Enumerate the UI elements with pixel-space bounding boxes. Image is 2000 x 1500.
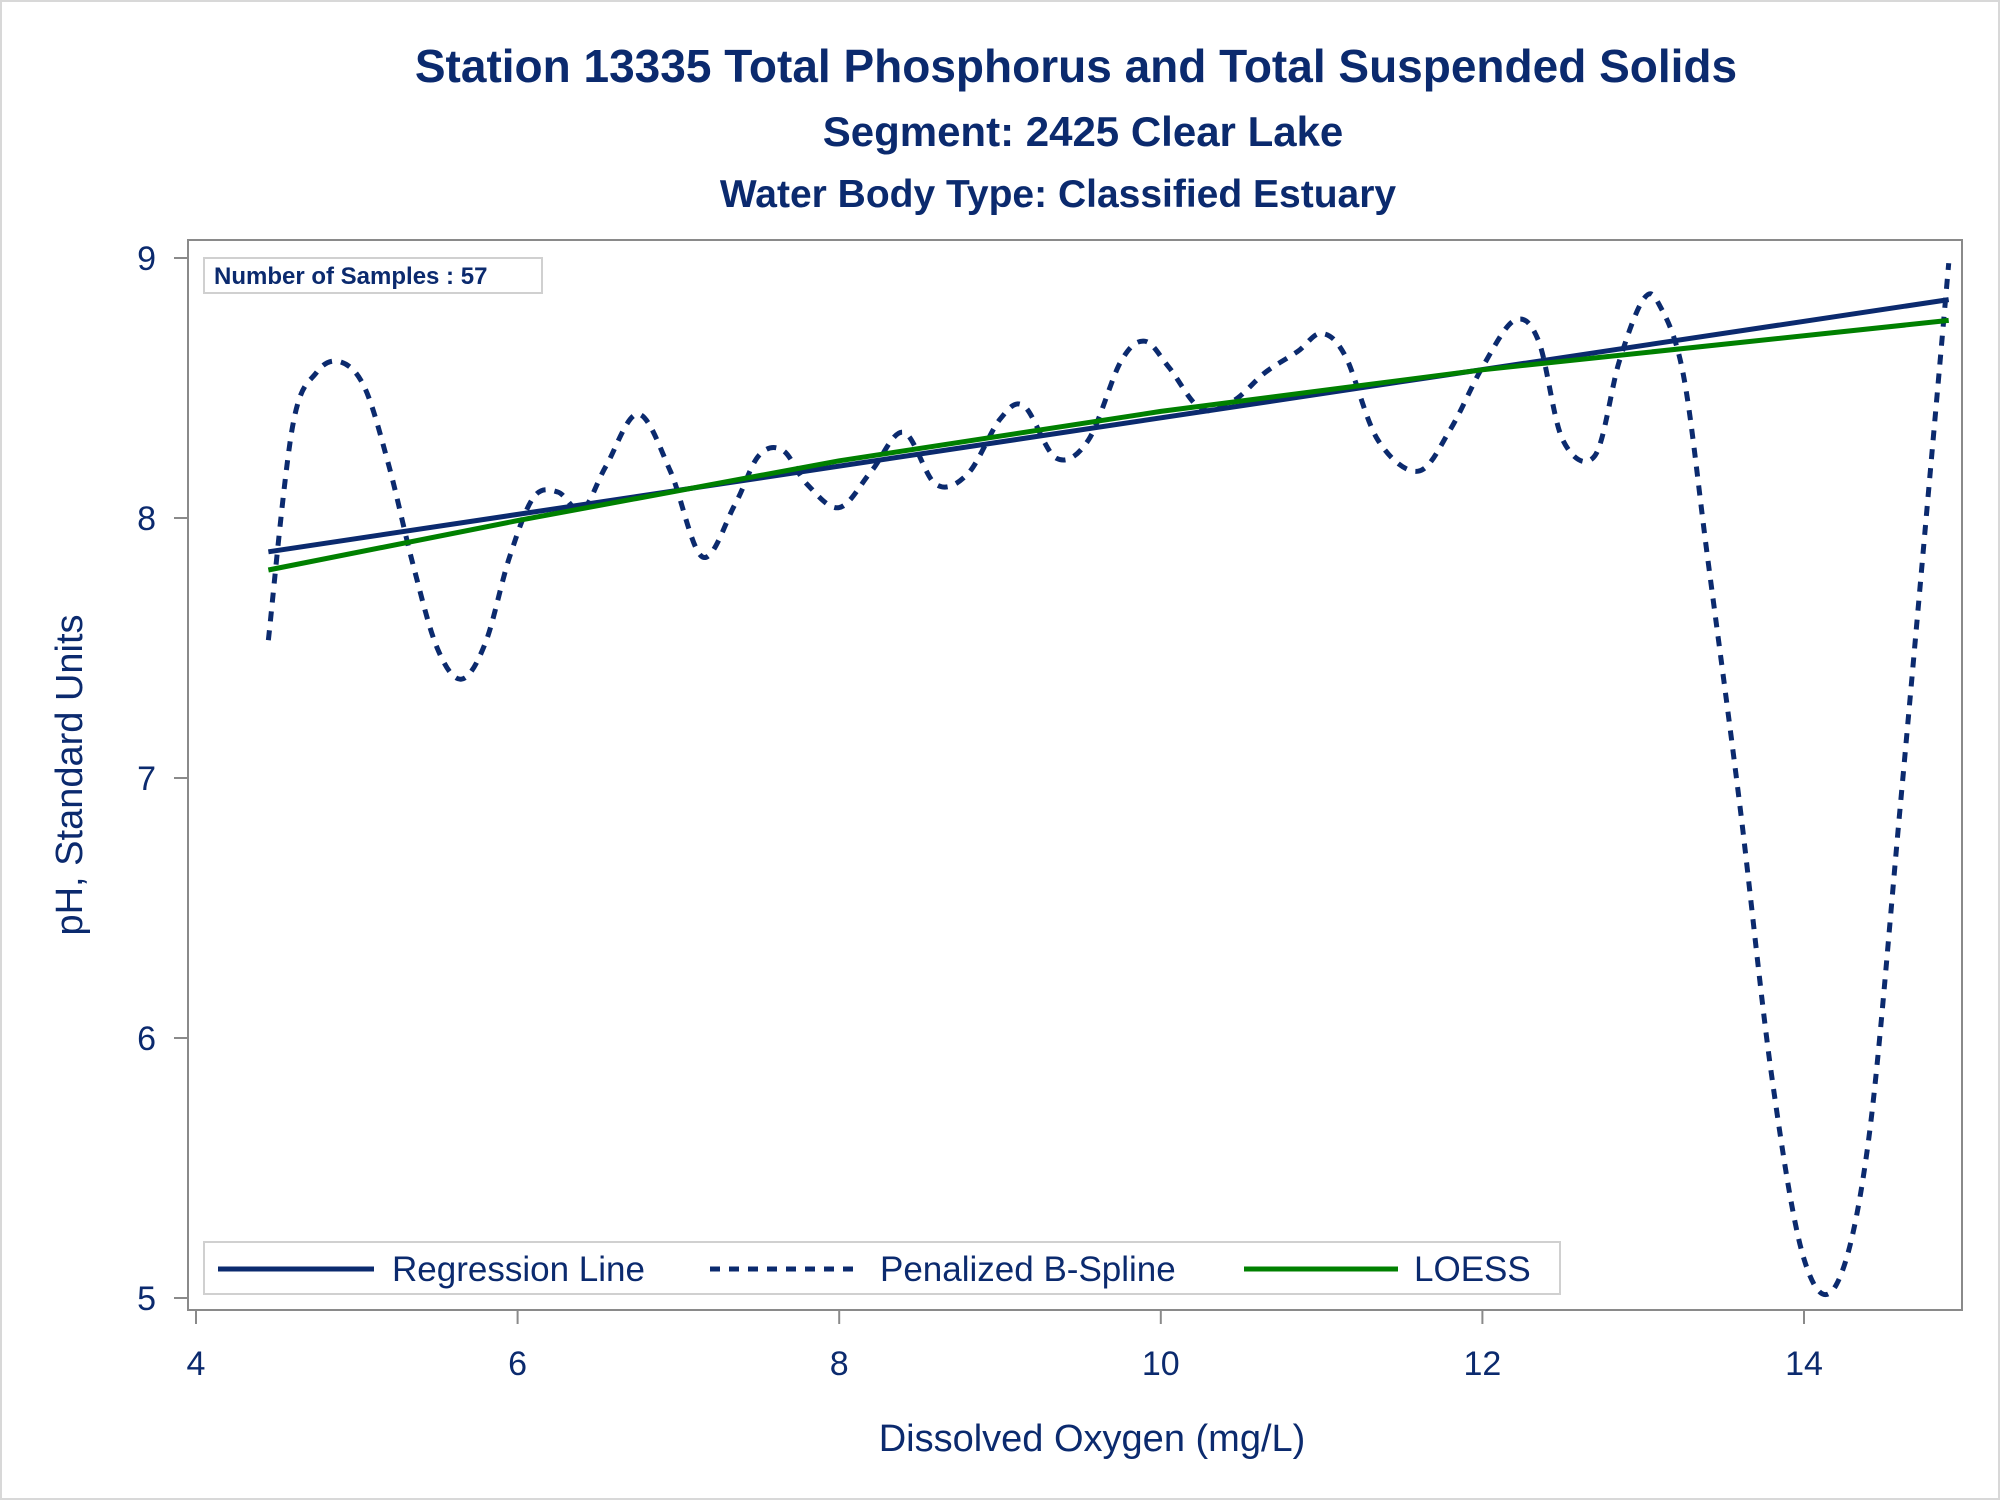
x-tick-label-5: 14	[1785, 1345, 1823, 1383]
y-tick-label-3: 8	[137, 500, 156, 538]
y-tick-label-0: 5	[137, 1280, 156, 1318]
chart-subtitle: Segment: 2425 Clear Lake	[823, 108, 1344, 155]
x-tick-label-4: 12	[1463, 1345, 1501, 1383]
legend-label-regression: Regression Line	[392, 1250, 645, 1289]
x-axis-label: Dissolved Oxygen (mg/L)	[879, 1418, 1306, 1460]
y-tick-label-1: 6	[137, 1020, 156, 1058]
y-axis: 5 6 7 8 9	[137, 240, 188, 1318]
legend-label-loess: LOESS	[1414, 1250, 1531, 1289]
loess-line	[267, 317, 1949, 573]
x-tick-label-3: 10	[1142, 1345, 1180, 1383]
y-tick-label-2: 7	[137, 760, 156, 798]
y-axis-label: pH, Standard Units	[49, 614, 91, 935]
x-tick-label-2: 8	[830, 1345, 849, 1383]
x-tick-label-1: 6	[508, 1345, 527, 1383]
y-tick-label-4: 9	[137, 240, 156, 278]
plot-area	[187, 239, 1963, 1311]
sample-count-box	[203, 257, 543, 294]
regression-line	[267, 297, 1950, 555]
chart-subtitle-2: Water Body Type: Classified Estuary	[720, 173, 1396, 216]
penalized-b-spline	[265, 262, 1952, 1298]
legend: Regression Line Penalized B-Spline LOESS	[203, 1241, 1561, 1295]
sample-count-label: Number of Samples : 57	[214, 263, 487, 290]
x-tick-label-0: 4	[187, 1345, 206, 1383]
chart-title: Station 13335 Total Phosphorus and Total…	[415, 40, 1737, 92]
x-axis: 4 6 8 10 12 14	[187, 1310, 1823, 1383]
series-layer	[265, 262, 1952, 1298]
legend-label-spline: Penalized B-Spline	[880, 1250, 1176, 1289]
